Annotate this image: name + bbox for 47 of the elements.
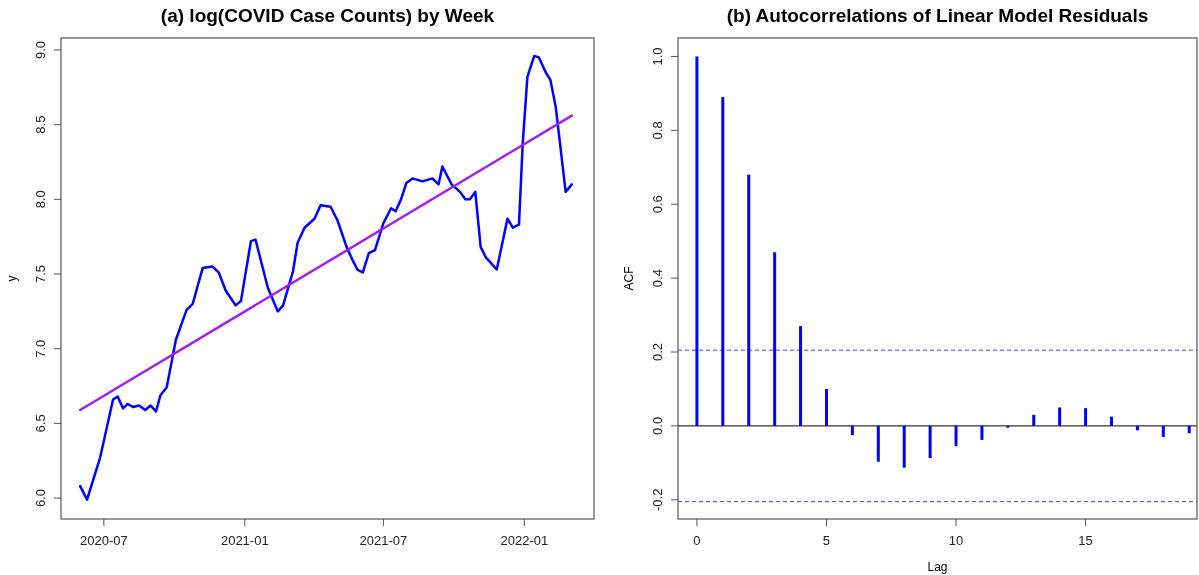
y-tick-label: 0.8 [650,121,665,140]
y-axis-title: ACF [622,266,636,291]
bar [876,425,880,462]
bar [695,56,699,426]
bar [1058,407,1062,426]
y-tick-label: 1.0 [650,47,665,66]
x-tick-label: 0 [693,533,701,548]
y-tick-label: -0.2 [650,488,665,511]
bar [954,425,958,447]
y-tick-label: 7.5 [33,264,48,284]
x-axis-title: Lag [927,560,948,574]
y-tick-label: 0.4 [650,269,665,288]
x-tick-label: 2020-07 [80,533,128,548]
line-series [78,54,574,501]
bar [902,425,906,468]
y-tick-label: 6.5 [33,414,48,433]
y-tick-label: 0.6 [650,195,665,214]
bar [980,425,984,440]
y-tick-label: 8.5 [33,115,48,134]
y-axis-title: y [5,275,19,282]
bar [1032,414,1036,426]
chart-title: (a) log(COVID Case Counts) by Week [160,5,495,26]
bar [773,252,777,426]
bar [1084,408,1088,426]
x-tick-label: 5 [822,533,831,548]
x-tick-label: 2022-01 [500,533,549,548]
x-tick-label: 10 [948,533,964,548]
y-tick-label: 6.0 [33,489,48,508]
bar [1161,425,1165,437]
bar [824,388,828,426]
x-tick-label: 2021-07 [359,533,408,548]
bar [928,425,932,459]
y-tick-label: 7.0 [33,339,48,358]
y-tick-label: 0.2 [650,342,665,362]
bar [1135,425,1139,431]
y-tick-label: 9.0 [33,40,48,59]
bar [721,97,725,426]
x-tick-label: 15 [1078,533,1093,548]
bar [1187,425,1191,434]
bar [1109,416,1113,426]
y-tick-label: 0.0 [650,416,665,435]
bar [747,174,751,426]
x-tick-label: 2021-01 [220,533,269,548]
bar [799,326,803,426]
bar [850,425,854,436]
chart-title: (b) Autocorrelations of Linear Model Residuals [726,5,1149,26]
y-tick-label: 8.0 [33,190,48,209]
